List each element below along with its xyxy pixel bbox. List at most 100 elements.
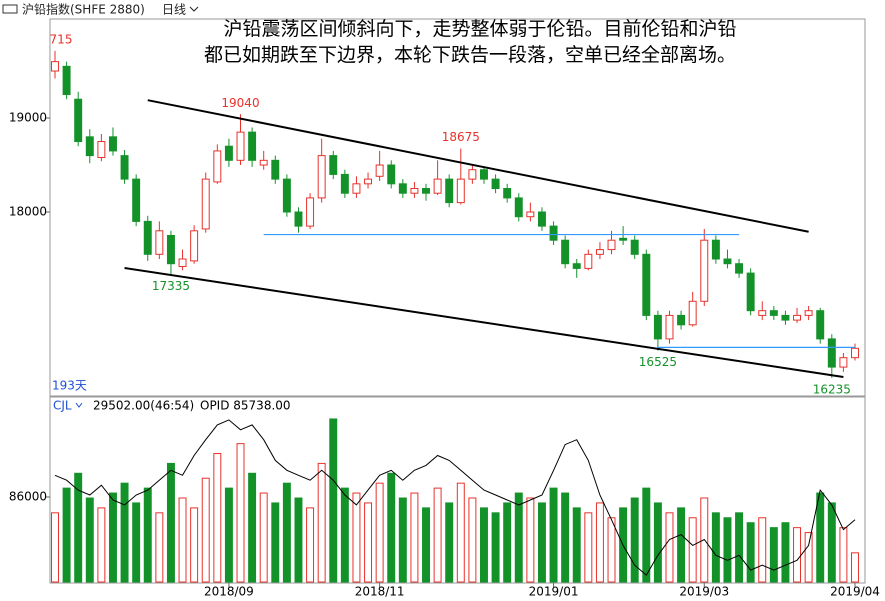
volume-bar (375, 482, 384, 583)
candle-body (410, 188, 419, 194)
candle-body (537, 211, 546, 227)
candle-body (398, 183, 407, 194)
volume-bar (514, 492, 523, 583)
candle-body (827, 338, 836, 368)
candle-body (677, 314, 686, 326)
volume-bar (190, 507, 199, 583)
volume-bar (851, 552, 859, 583)
volume-bar (456, 482, 465, 583)
volume-panel (49, 396, 866, 584)
volume-bar (248, 472, 257, 583)
y-tick-label: 18000 (9, 205, 47, 219)
volume-bar (201, 477, 210, 583)
candle-body (108, 136, 117, 152)
price-label: 715 (50, 32, 73, 46)
volume-bar (746, 522, 755, 583)
price-label: 17335 (152, 279, 190, 293)
candle-body (619, 237, 628, 241)
volume-bar (827, 502, 836, 583)
volume-bar (781, 522, 790, 583)
candle-body (155, 230, 164, 255)
candle-body (572, 263, 581, 269)
days-label: 193天 (52, 379, 87, 393)
volume-bar (537, 502, 546, 583)
volume-bar (422, 507, 430, 583)
candle-body (340, 173, 349, 194)
volume-bar (688, 517, 697, 583)
volume-bar (445, 502, 454, 583)
candle-body (584, 253, 593, 269)
candle-body (549, 225, 558, 241)
candle-body (132, 178, 141, 222)
price-label: 16525 (639, 355, 677, 369)
candle-body (561, 239, 570, 265)
volume-label[interactable]: CJL (53, 399, 72, 413)
volume-bar (213, 453, 222, 583)
volume-bar (526, 497, 535, 583)
candle-body (213, 150, 222, 183)
candle-body (85, 136, 94, 157)
candle-body (224, 145, 233, 161)
symbol: 沪铅指数(SHFE 2880) (22, 2, 145, 17)
volume-dropdown[interactable] (75, 402, 83, 408)
candle-body (746, 272, 755, 312)
candle-body (259, 159, 268, 166)
volume-bar (642, 487, 651, 583)
volume-bar (491, 512, 500, 583)
candle-body (723, 258, 732, 265)
candle-body (352, 183, 361, 194)
candle-body (758, 310, 767, 316)
candle-body (97, 141, 106, 158)
volume-readout: 29502.00(46:54) (93, 399, 194, 413)
candle-body (711, 239, 720, 260)
volume-bar (85, 497, 94, 583)
volume-bar (166, 462, 175, 583)
candle-body (665, 314, 674, 340)
x-tick-label: 2019/04 (830, 585, 880, 599)
annotation-line: 沪铅震荡区间倾斜向下，走势整体弱于伦铅。目前伦铅和沪铅 (223, 18, 736, 40)
volume-bar (155, 512, 164, 583)
candle-body (364, 178, 373, 185)
period-arrow[interactable] (189, 6, 199, 12)
volume-bar (758, 517, 767, 583)
candle-body (143, 220, 152, 255)
open-interest-line (54, 419, 856, 576)
candle-body (190, 230, 199, 262)
candle-body (851, 347, 859, 359)
volume-bar (143, 487, 152, 583)
volume-bar (468, 497, 477, 583)
candle-body (433, 178, 442, 194)
volume-bar (503, 502, 512, 583)
candle-body (248, 131, 257, 161)
candle-body (480, 169, 488, 180)
volume-bar (306, 507, 315, 583)
x-tick-label: 2018/09 (204, 585, 254, 599)
volume-bar (294, 497, 303, 583)
candle-body (491, 178, 500, 190)
candle-body (51, 61, 59, 72)
volume-bar (329, 418, 338, 583)
candle-body (839, 357, 848, 368)
volume-bar (804, 532, 813, 583)
trend-line (124, 267, 844, 378)
candle-body (445, 178, 454, 204)
volume-bar (259, 492, 268, 583)
candle-body (688, 300, 697, 326)
volume-bar (572, 507, 581, 583)
volume-bar (561, 492, 570, 583)
candle-body (700, 239, 709, 302)
volume-bar (271, 502, 280, 583)
candle-body (653, 314, 662, 340)
volume-bar (340, 487, 349, 583)
candle-body (387, 164, 396, 185)
volume-bar (711, 512, 720, 583)
volume-bar (120, 482, 129, 583)
volume-bar (677, 507, 686, 583)
period[interactable]: 日线 (162, 3, 186, 17)
volume-bar (236, 443, 245, 583)
x-tick-label: 2018/11 (355, 585, 405, 599)
volume-bar (398, 497, 407, 583)
trend-line (147, 99, 809, 233)
volume-bar (51, 512, 59, 583)
candle-body (804, 310, 813, 316)
